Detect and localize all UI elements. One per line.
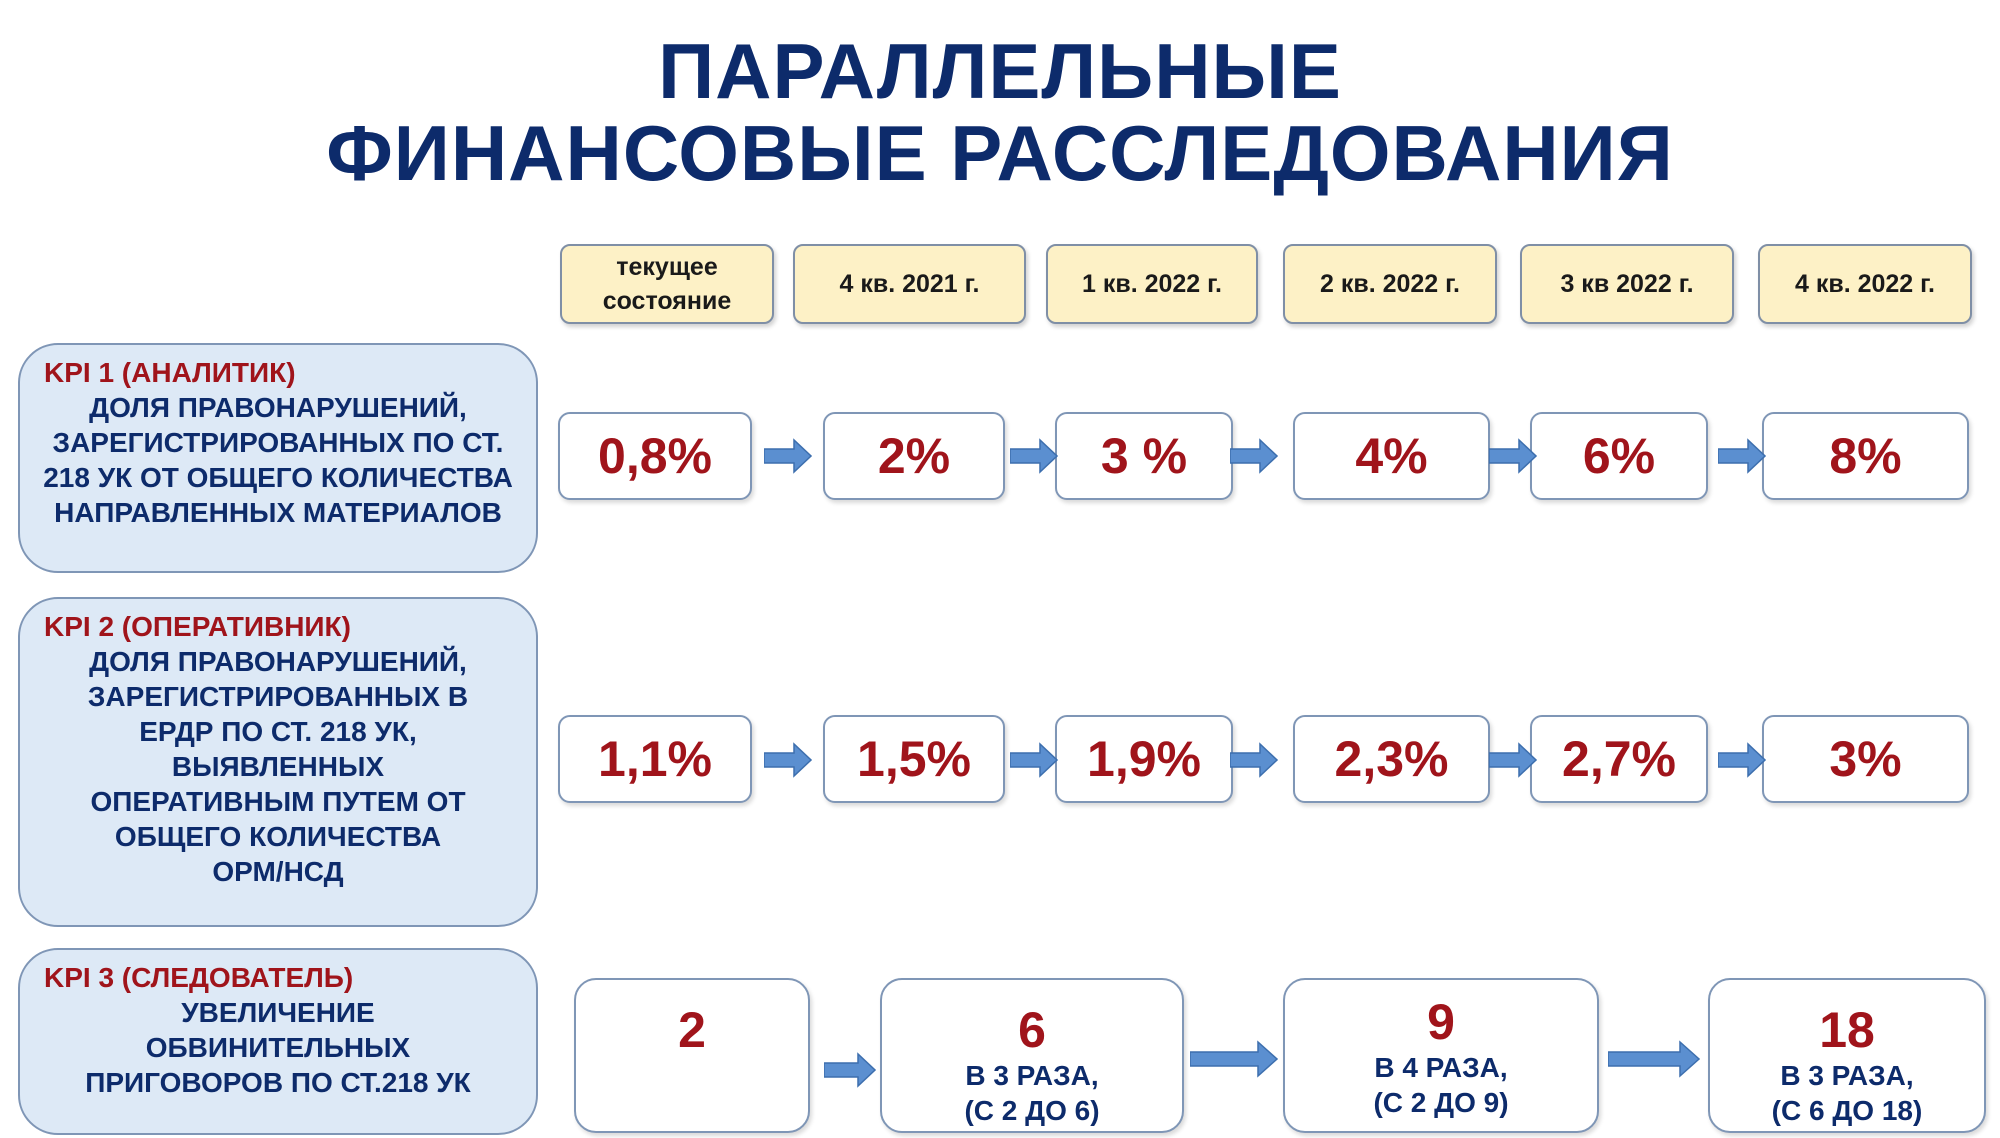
kpi1-value-text: 4% [1355,428,1428,484]
kpi1-description: ДОЛЯ ПРАВОНАРУШЕНИЙ, ЗАРЕГИСТРИРОВАННЫХ … [43,392,513,528]
kpi2-value-text: 1,9% [1087,731,1201,787]
kpi3-step-note: В 4 РАЗА, [1374,1052,1508,1083]
kpi2-value-text: 1,1% [598,731,712,787]
kpi3-step-note: (С 6 ДО 18) [1771,1095,1923,1126]
kpi1-value-current: 0,8% [558,412,752,500]
kpi2-value-q3-2022: 2,7% [1530,715,1708,803]
kpi3-step-note: В 3 РАЗА, [965,1060,1099,1091]
arrow-right-icon [1230,742,1278,778]
period-header-q2-2022: 2 кв. 2022 г. [1283,244,1497,324]
arrow-right-icon [1230,438,1278,474]
kpi3-step-value: 2 [678,1002,706,1058]
page-title: ПАРАЛЛЕЛЬНЫЕ ФИНАНСОВЫЕ РАССЛЕДОВАНИЯ [0,30,2000,194]
kpi3-step-q4-2021: 6 В 3 РАЗА, (С 2 ДО 6) [880,978,1184,1133]
arrow-right-icon [824,1052,876,1088]
kpi3-step-value: 18 [1819,1002,1875,1058]
kpi1-value-text: 2% [877,428,951,484]
arrow-right-icon [764,438,812,474]
kpi2-value-q4-2022: 3% [1762,715,1969,803]
kpi3-step-q2-2022: 9 В 4 РАЗА, (С 2 ДО 9) [1283,978,1599,1133]
arrow-right-icon [1190,1040,1278,1078]
arrow-right-icon [1718,438,1766,474]
period-label: текущее состояние [602,253,732,315]
kpi3-step-value: 6 [1018,1002,1046,1058]
kpi1-value-text: 8% [1829,428,1902,484]
kpi1-title: KPI 1 (АНАЛИТИК) [44,357,296,388]
page-title-line1: ПАРАЛЛЕЛЬНЫЕ [658,27,1342,115]
arrow-right-icon [1608,1040,1700,1078]
kpi3-step-note: В 3 РАЗА, [1780,1060,1914,1091]
arrow-right-icon [1010,438,1058,474]
kpi2-value-text: 3% [1829,731,1902,787]
period-label: 1 кв. 2022 г. [1081,270,1223,298]
kpi1-card: KPI 1 (АНАЛИТИК) ДОЛЯ ПРАВОНАРУШЕНИЙ, ЗА… [18,343,538,573]
kpi2-value-q1-2022: 1,9% [1055,715,1233,803]
kpi2-value-current: 1,1% [558,715,752,803]
page-title-line2: ФИНАНСОВЫЕ РАССЛЕДОВАНИЯ [326,109,1674,197]
period-label: 4 кв. 2021 г. [839,270,980,298]
kpi1-value-text: 6% [1582,428,1656,484]
kpi2-card: KPI 2 (ОПЕРАТИВНИК) ДОЛЯ ПРАВОНАРУШЕНИЙ,… [18,597,538,927]
kpi3-step-current: 2 [574,978,810,1133]
period-header-q4-2021: 4 кв. 2021 г. [793,244,1026,324]
kpi1-value-q4-2021: 2% [823,412,1005,500]
kpi2-value-text: 1,5% [857,731,971,787]
kpi2-value-q4-2021: 1,5% [823,715,1005,803]
kpi1-value-q2-2022: 4% [1293,412,1490,500]
kpi1-value-q1-2022: 3 % [1055,412,1233,500]
period-label: 2 кв. 2022 г. [1319,270,1461,298]
kpi3-step-value: 9 [1427,994,1455,1050]
kpi1-value-q3-2022: 6% [1530,412,1708,500]
kpi1-value-text: 3 % [1100,428,1188,484]
kpi2-description: ДОЛЯ ПРАВОНАРУШЕНИЙ, ЗАРЕГИСТРИРОВАННЫХ … [87,646,469,887]
arrow-right-icon [1010,742,1058,778]
arrow-right-icon [1718,742,1766,778]
arrow-right-icon [764,742,812,778]
kpi3-description: УВЕЛИЧЕНИЕ ОБВИНИТЕЛЬНЫХ ПРИГОВОРОВ ПО С… [85,997,471,1098]
period-header-q3-2022: 3 кв 2022 г. [1520,244,1734,324]
period-header-q4-2022: 4 кв. 2022 г. [1758,244,1972,324]
kpi3-card: KPI 3 (СЛЕДОВАТЕЛЬ) УВЕЛИЧЕНИЕ ОБВИНИТЕЛ… [18,948,538,1135]
period-header-current: текущее состояние [560,244,774,324]
kpi3-step-note: (С 2 ДО 6) [964,1095,1100,1126]
period-label: 4 кв. 2022 г. [1794,270,1936,298]
kpi3-step-note: (С 2 ДО 9) [1373,1087,1509,1118]
kpi3-step-q4-2022: 18 В 3 РАЗА, (С 6 ДО 18) [1708,978,1986,1133]
arrow-right-icon [1489,742,1537,778]
kpi2-value-text: 2,7% [1562,731,1676,787]
kpi1-value-text: 0,8% [598,428,712,484]
kpi2-value-text: 2,3% [1334,731,1449,787]
period-header-q1-2022: 1 кв. 2022 г. [1046,244,1258,324]
period-label: 3 кв 2022 г. [1560,270,1694,298]
kpi2-title: KPI 2 (ОПЕРАТИВНИК) [44,611,351,642]
kpi2-value-q2-2022: 2,3% [1293,715,1490,803]
arrow-right-icon [1489,438,1537,474]
kpi3-title: KPI 3 (СЛЕДОВАТЕЛЬ) [44,962,354,993]
kpi1-value-q4-2022: 8% [1762,412,1969,500]
